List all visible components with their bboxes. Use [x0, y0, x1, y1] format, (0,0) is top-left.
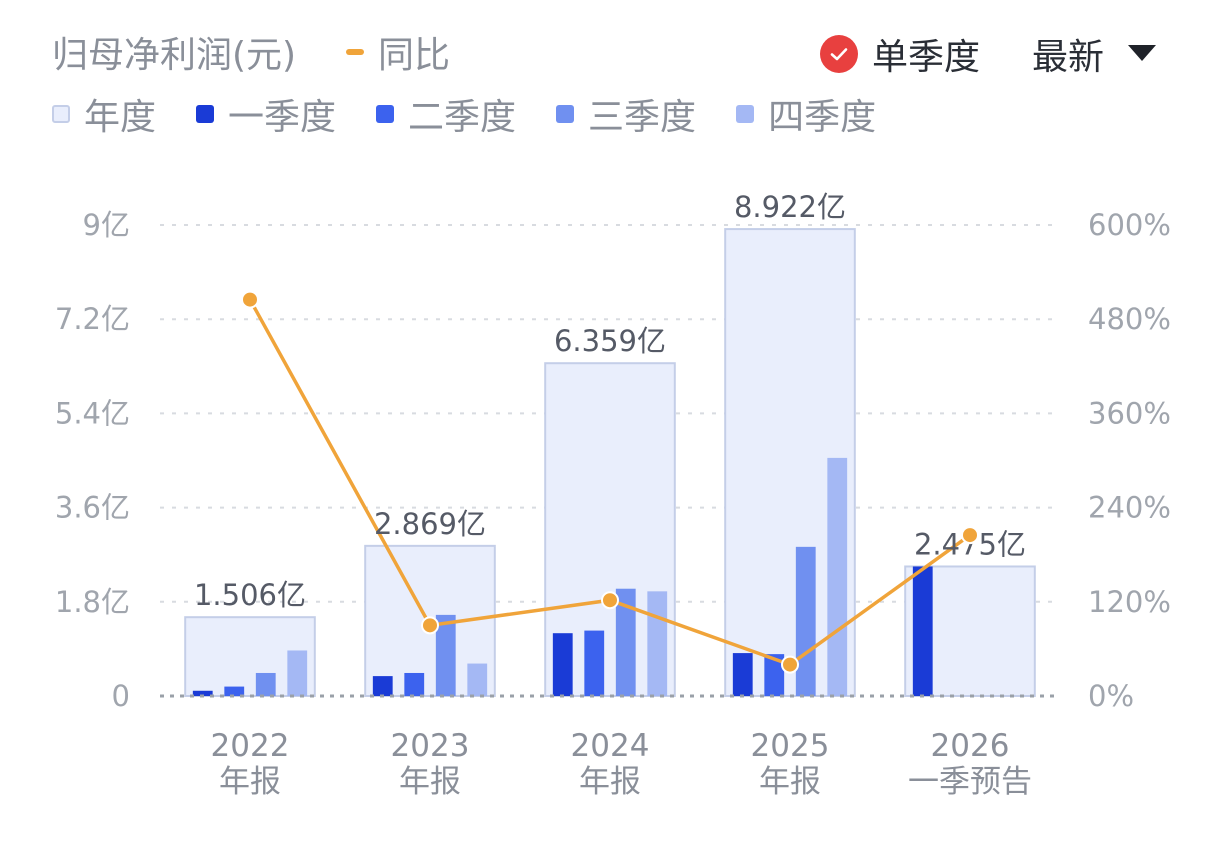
right-axis-tick: 120%	[1088, 585, 1171, 619]
right-axis-tick: 360%	[1088, 396, 1171, 430]
yoy-legend-dash	[346, 49, 364, 55]
series-legend: 年度 一季度 二季度 三季度 四季度	[52, 88, 916, 140]
legend-item-q2[interactable]: 二季度	[376, 88, 516, 140]
legend-swatch	[736, 105, 755, 123]
legend-item-q3[interactable]: 三季度	[556, 88, 696, 140]
dropdown-label: 最新	[1032, 37, 1105, 78]
x-axis-tick: 年报	[399, 764, 461, 800]
toggle-label: 单季度	[872, 37, 981, 78]
quarter-bar	[467, 663, 488, 696]
quarter-bar	[615, 588, 636, 696]
left-axis-tick: 9亿	[83, 208, 130, 242]
x-axis-tick: 2025	[751, 728, 830, 764]
left-axis-tick: 3.6亿	[55, 491, 130, 525]
x-axis-tick: 2024	[571, 728, 650, 764]
caret-down-icon	[1128, 45, 1157, 61]
left-axis-tick: 7.2亿	[55, 302, 130, 336]
legend-label: 三季度	[588, 97, 697, 138]
right-axis-tick: 240%	[1088, 491, 1171, 525]
right-axis-tick: 600%	[1088, 208, 1171, 242]
quarter-bar	[764, 654, 785, 696]
x-axis-tick: 2026	[931, 728, 1010, 764]
quarter-bar	[912, 566, 933, 696]
chart-header: 归母净利润(元) 同比 单季度 最新 年度 一季度 二季度 三季度 四季度	[0, 0, 1224, 150]
legend-label: 二季度	[408, 97, 517, 138]
quarter-bar	[827, 457, 848, 696]
quarter-bar	[287, 650, 308, 696]
yoy-point	[781, 655, 799, 674]
yoy-point	[421, 616, 439, 635]
legend-label: 一季度	[228, 97, 337, 138]
check-circle-icon	[820, 35, 858, 73]
legend-swatch	[52, 105, 70, 123]
quarter-bar	[552, 633, 573, 696]
legend-item-q1[interactable]: 一季度	[196, 88, 336, 140]
right-axis-tick: 480%	[1088, 302, 1171, 336]
quarter-bar	[795, 546, 816, 696]
quarter-bar	[435, 614, 456, 696]
x-axis-tick: 年报	[219, 764, 281, 800]
single-quarter-toggle[interactable]: 单季度	[820, 28, 980, 80]
legend-swatch	[196, 105, 215, 123]
left-axis-tick: 1.8亿	[55, 585, 130, 619]
quarter-bar	[192, 690, 213, 696]
x-axis-tick: 年报	[579, 764, 641, 800]
annual-value-label: 1.506亿	[194, 578, 306, 612]
yoy-legend-label: 同比	[378, 35, 451, 76]
right-axis-tick: 0%	[1088, 679, 1134, 713]
yoy-legend: 同比	[346, 26, 450, 78]
quarter-bar	[584, 630, 605, 696]
annual-value-label: 2.869亿	[374, 507, 486, 541]
legend-swatch	[376, 105, 395, 123]
quarter-bar	[732, 653, 753, 696]
legend-item-annual[interactable]: 年度	[52, 88, 156, 140]
x-axis-tick: 2023	[391, 728, 470, 764]
legend-label: 年度	[84, 97, 157, 138]
quarter-bar	[647, 591, 668, 696]
annual-value-label: 8.922亿	[734, 190, 846, 224]
legend-swatch	[556, 105, 575, 123]
legend-item-q4[interactable]: 四季度	[736, 88, 876, 140]
x-axis-tick: 2022	[211, 728, 290, 764]
left-axis-tick: 5.4亿	[55, 396, 130, 430]
chart-title: 归母净利润(元)	[52, 35, 297, 76]
quarter-bar	[255, 672, 276, 696]
x-axis-tick: 一季预告	[908, 764, 1032, 800]
quarter-bar	[372, 676, 393, 696]
yoy-point	[601, 591, 619, 610]
annual-value-label: 6.359亿	[554, 324, 666, 358]
left-axis-tick: 0	[112, 679, 130, 713]
quarter-bar	[224, 686, 245, 696]
legend-label: 四季度	[768, 97, 877, 138]
yoy-point	[241, 290, 259, 309]
yoy-point	[961, 526, 979, 545]
x-axis-tick: 年报	[759, 764, 821, 800]
period-dropdown[interactable]: 最新	[1032, 28, 1157, 80]
quarter-bar	[404, 672, 425, 696]
